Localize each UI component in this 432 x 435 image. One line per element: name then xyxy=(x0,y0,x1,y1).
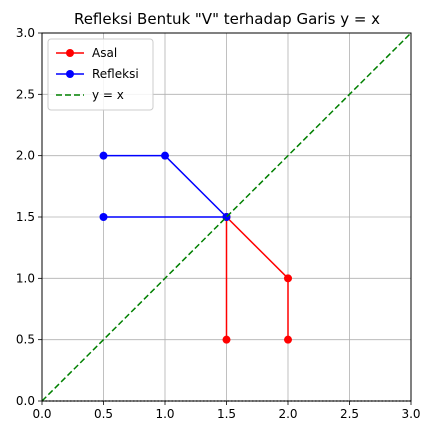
data-point-asal xyxy=(284,335,292,344)
series-line-refleksi xyxy=(103,154,228,218)
x-tick-label: 0.5 xyxy=(94,407,113,421)
data-point-asal xyxy=(222,335,231,344)
data-point-refleksi xyxy=(161,151,169,160)
chart-title: Refleksi Bentuk "V" terhadap Garis y = x xyxy=(74,10,380,28)
x-tick-label: 0.0 xyxy=(32,407,51,421)
legend-label-y-x: y = x xyxy=(92,88,124,102)
y-tick-label: 1.0 xyxy=(16,271,35,285)
legend: Asal Refleksi y = x xyxy=(47,38,154,111)
data-point-asal xyxy=(284,274,292,283)
y-axis-ticks: 0.0 0.5 1.0 1.5 2.0 2.5 3.0 xyxy=(16,26,42,408)
y-tick-label: 2.5 xyxy=(16,87,35,101)
series-line-y-x xyxy=(41,32,412,402)
legend-box xyxy=(47,38,154,111)
x-tick-label: 2.0 xyxy=(278,407,297,421)
legend-marker-asal xyxy=(66,49,74,57)
data-point-refleksi xyxy=(99,151,108,160)
x-tick-label: 1.5 xyxy=(217,407,236,421)
plot-frame xyxy=(41,32,412,402)
x-tick-label: 2.5 xyxy=(340,407,359,421)
y-tick-label: 1.5 xyxy=(16,210,35,224)
legend-label-refleksi: Refleksi xyxy=(92,67,139,81)
data-point-refleksi xyxy=(99,213,108,221)
legend-marker-refleksi xyxy=(66,70,74,78)
x-tick-label: 1.0 xyxy=(155,407,174,421)
y-tick-label: 3.0 xyxy=(16,26,35,40)
x-axis-ticks: 0.0 0.5 1.0 1.5 2.0 2.5 3.0 xyxy=(32,401,421,421)
y-tick-label: 2.0 xyxy=(16,149,35,163)
x-tick-label: 3.0 xyxy=(401,407,420,421)
series-layer xyxy=(41,32,412,402)
y-tick-label: 0.0 xyxy=(16,394,35,408)
y-tick-label: 0.5 xyxy=(16,333,35,347)
series-line-asal xyxy=(225,216,289,340)
legend-label-asal: Asal xyxy=(92,46,117,60)
